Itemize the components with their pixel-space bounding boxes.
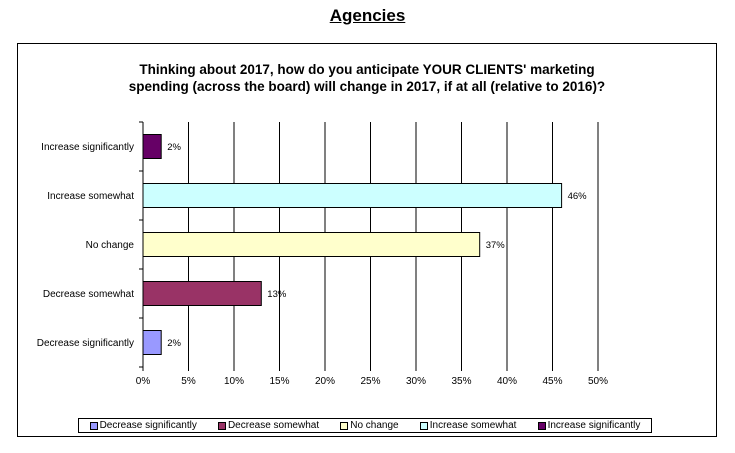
x-tick-label-5: 5% [181, 376, 196, 387]
x-tick-label-15: 15% [269, 376, 289, 387]
chart-title-line-1: Thinking about 2017, how do you anticipa… [139, 62, 595, 77]
x-tick-label-25: 25% [360, 376, 380, 387]
x-tick-label-35: 35% [451, 376, 471, 387]
x-tick-label-45: 45% [542, 376, 562, 387]
x-tick-label-0: 0% [136, 376, 151, 387]
legend-label-no-change: No change [350, 420, 399, 431]
bar-chart: 0% 5% 10% 15% 20% 25% 30% 35% 40% 45% 50% Increase … [37, 121, 608, 387]
legend-label-decrease-somewhat: Decrease somewhat [227, 420, 320, 431]
category-label-increase-somewhat: Increase somewhat [47, 191, 134, 202]
legend-swatch-decrease-significantly [89, 421, 98, 430]
bar-increase-significantly [142, 134, 162, 159]
data-label-increase-somewhat: 46% [568, 191, 588, 202]
chart-frame: Thinking about 2017, how do you anticipa… [17, 43, 717, 437]
category-label-decrease-somewhat: Decrease somewhat [43, 289, 134, 300]
legend-swatch-no-change [340, 421, 349, 430]
bar-decrease-significantly [142, 330, 162, 355]
data-label-decrease-somewhat: 13% [267, 289, 287, 300]
bar-increase-somewhat [142, 183, 563, 208]
bar-decrease-somewhat [142, 281, 262, 306]
legend-swatch-decrease-somewhat [217, 421, 226, 430]
x-tick-label-50: 50% [588, 376, 608, 387]
category-label-decrease-significantly: Decrease significantly [37, 338, 134, 349]
bar-no-change [142, 232, 481, 257]
legend-item-no-change: No change [340, 420, 399, 431]
data-label-no-change: 37% [486, 240, 506, 251]
data-label-decrease-significantly: 2% [167, 338, 181, 349]
chart-title-line-2: spending (across the board) will change … [128, 79, 606, 94]
legend-item-increase-somewhat: Increase somewhat [419, 420, 517, 431]
category-label-no-change: No change [86, 240, 135, 251]
legend-item-increase-significantly: Increase significantly [537, 420, 641, 431]
x-tick-label-10: 10% [224, 376, 244, 387]
x-tick-label-20: 20% [315, 376, 335, 387]
legend-label-increase-somewhat: Increase somewhat [429, 420, 517, 431]
page-title: Agencies [329, 6, 406, 25]
legend-label-increase-significantly: Increase significantly [547, 420, 641, 431]
data-label-increase-significantly: 2% [167, 142, 181, 153]
category-label-increase-significantly: Increase significantly [41, 142, 134, 153]
legend-swatch-increase-significantly [537, 421, 546, 430]
chart-legend: Decrease significantly Decrease somewhat N… [78, 418, 652, 433]
x-tick-label-40: 40% [497, 376, 517, 387]
legend-item-decrease-significantly: Decrease significantly [89, 420, 197, 431]
legend-label-decrease-significantly: Decrease significantly [99, 420, 197, 431]
x-tick-label-30: 30% [406, 376, 426, 387]
legend-swatch-increase-somewhat [419, 421, 428, 430]
legend-item-decrease-somewhat: Decrease somewhat [217, 420, 320, 431]
chart-title: Thinking about 2017, how do you anticipa… [18, 61, 716, 95]
